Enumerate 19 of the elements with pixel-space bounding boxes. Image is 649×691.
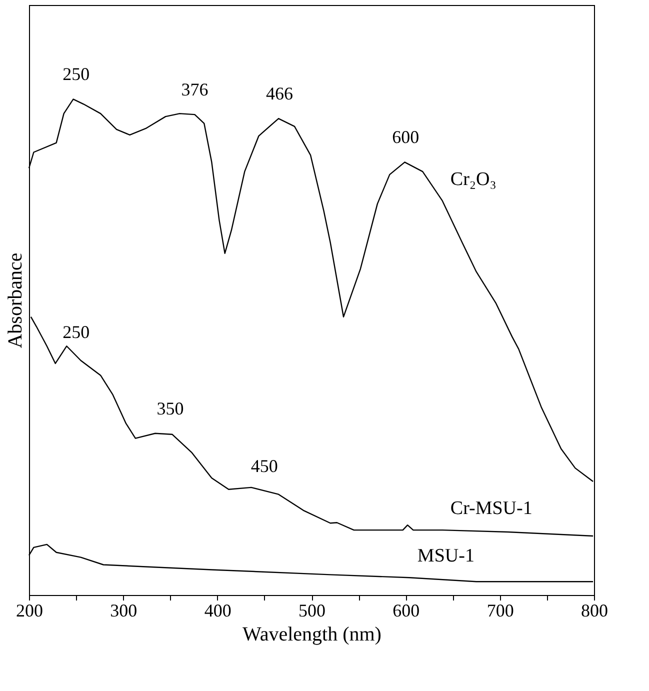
annotation: 376 [181,80,208,100]
annotation: 466 [266,84,293,104]
x-axis-title: Wavelength (nm) [242,624,382,646]
series-label: MSU-1 [417,546,474,567]
annotation: 250 [62,64,90,84]
x-tick-label: 200 [16,600,43,620]
annotation: 600 [392,127,420,148]
y-axis-title: Absorbance [4,252,26,348]
x-tick-label: 700 [486,600,514,620]
x-tick-label: 600 [392,600,420,620]
series-label: Cr₂O₃ [450,168,496,190]
x-tick-label: 400 [204,600,232,620]
annotation: 450 [250,456,278,476]
annotation: 250 [62,322,90,342]
x-tick-label: 500 [298,600,326,620]
annotation: 350 [156,398,184,418]
series-label: Cr-MSU-1 [450,498,532,520]
x-tick-label: 800 [581,600,608,620]
x-tick-label: 300 [110,600,138,620]
